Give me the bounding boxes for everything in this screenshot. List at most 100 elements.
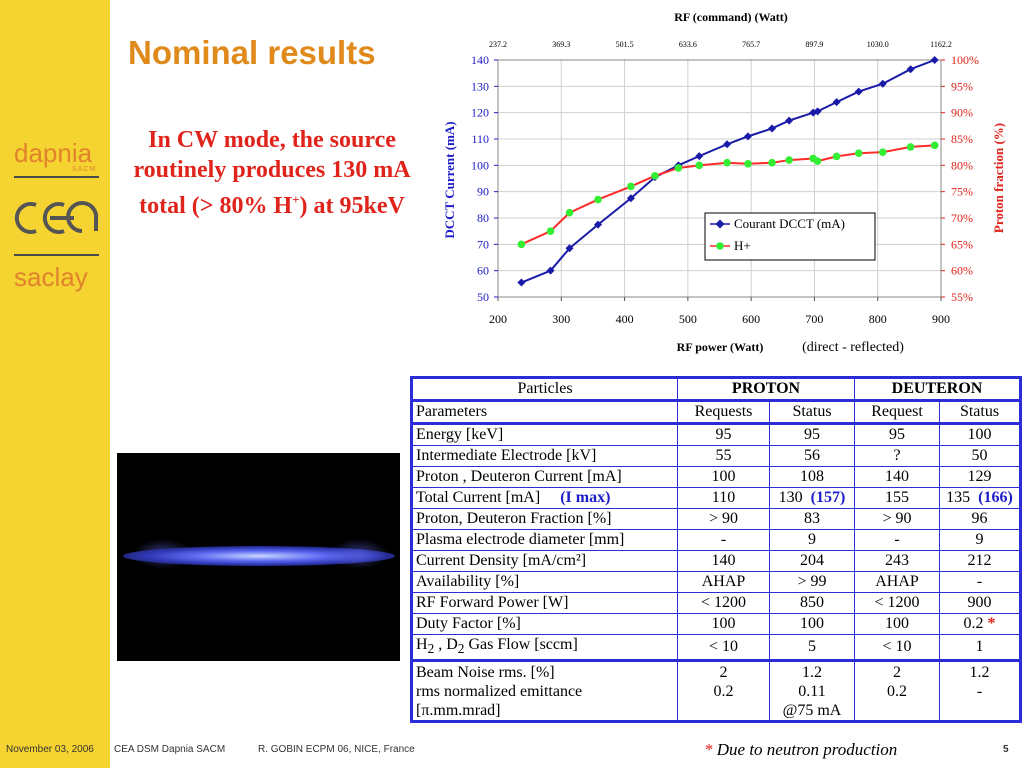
data-point-dcct [854, 87, 863, 96]
top-tick-label: 765.7 [742, 40, 760, 49]
data-point-h [832, 152, 841, 161]
cell: 1 [939, 633, 1021, 662]
data-point-h [517, 240, 526, 249]
label-part: , D [434, 636, 458, 653]
data-point-dcct [930, 56, 939, 64]
row-label: Intermediate Electrode [kV] [411, 445, 678, 467]
label-part: H [416, 636, 428, 653]
slide-title: Nominal results [128, 34, 376, 71]
row-label: Current Density [mA/cm²] [411, 550, 678, 572]
top-tick-label: 897.9 [805, 40, 823, 49]
y2-tick-label: 70% [951, 211, 973, 225]
data-point-dcct [593, 220, 602, 229]
cell: < 1200 [854, 592, 940, 614]
label-sub: 2 [457, 641, 465, 657]
cell-value: 0.2 [963, 615, 984, 632]
x-tick-label: 300 [552, 312, 570, 326]
y-tick-label: 50 [477, 290, 489, 304]
page-number: 5 [1003, 744, 1009, 755]
footnote: * Due to neutron production [704, 740, 897, 760]
data-point-dcct [832, 98, 841, 107]
cell: 135 (166) [939, 487, 1021, 509]
table-row: Intermediate Electrode [kV] 55 56 ? 50 [411, 445, 1021, 467]
data-point-h [627, 182, 635, 191]
y2-tick-label: 100% [951, 53, 979, 67]
cell: 5 [769, 633, 855, 662]
chart-title: RF (command) (Watt) [674, 10, 788, 24]
beam-glow [123, 546, 395, 566]
label-line: [π.mm.mrad] [416, 702, 501, 720]
data-point-h [785, 156, 793, 164]
cell: 56 [769, 445, 855, 467]
cell: 1.2 - [939, 659, 1021, 723]
logo-divider [14, 176, 99, 178]
imax-value: (166) [978, 489, 1013, 506]
deuteron-status-header: Status [939, 399, 1021, 424]
footer-author: R. GOBIN ECPM 06, NICE, France [258, 744, 415, 755]
y-tick-label: 90 [477, 185, 489, 199]
logo-divider [14, 254, 99, 256]
y2-tick-label: 75% [951, 185, 973, 199]
parameters-table: Particles PROTON DEUTERON Parameters Req… [410, 376, 1022, 724]
cell-line: 0.2 [713, 683, 734, 701]
y-tick-label: 100 [471, 158, 489, 172]
sacm-logo-text: SACM [72, 166, 97, 173]
x-tick-label: 800 [869, 312, 887, 326]
cell: 100 [854, 613, 940, 635]
deuteron-header: DEUTERON [854, 377, 1021, 401]
cell: 9 [939, 529, 1021, 551]
cell-line: 1.2 [802, 664, 822, 682]
y2-tick-label: 65% [951, 237, 973, 251]
row-label: Plasma electrode diameter [mm] [411, 529, 678, 551]
data-point-h [744, 159, 752, 168]
top-tick-label: 1162.2 [930, 40, 952, 49]
data-point-dcct [626, 194, 635, 203]
y2-tick-label: 90% [951, 106, 973, 120]
y-tick-label: 110 [471, 132, 489, 146]
cell-line: - [976, 683, 983, 701]
parameters-header: Parameters [411, 399, 678, 424]
cell: - [677, 529, 770, 551]
table-row: Proton, Deuteron Fraction [%] > 90 83 > … [411, 508, 1021, 530]
cell: 1.2 0.11 @75 mA [769, 659, 855, 723]
cell: > 90 [677, 508, 770, 530]
cell: > 99 [769, 571, 855, 593]
cell: 850 [769, 592, 855, 614]
table-row: Total Current [mA] (I max) 110 130 (157)… [411, 487, 1021, 509]
plasma-beam-photo [117, 453, 400, 661]
legend-box [704, 212, 876, 261]
legend-label-dcct: Courant DCCT (mA) [734, 216, 845, 231]
table-row: RF Forward Power [W] < 1200 850 < 1200 9… [411, 592, 1021, 614]
cell: 95 [854, 422, 940, 446]
cell: ? [854, 445, 940, 467]
y-tick-label: 70 [477, 237, 489, 251]
data-point-dcct [743, 132, 752, 141]
cell: 110 [677, 487, 770, 509]
data-point-h [651, 172, 659, 180]
data-point-h [565, 208, 574, 217]
cell: 100 [677, 466, 770, 488]
row-label: H2 , D2 Gas Flow [sccm] [411, 633, 678, 662]
cell: 212 [939, 550, 1021, 572]
y-tick-label: 140 [471, 53, 489, 67]
table-row: Duty Factor [%] 100 100 100 0.2 * [411, 613, 1021, 635]
cell: AHAP [854, 571, 940, 593]
cell: < 1200 [677, 592, 770, 614]
y2-tick-label: 85% [951, 132, 973, 146]
cell: 2 0.2 [854, 659, 940, 723]
data-point-dcct [906, 65, 915, 74]
data-point-dcct [723, 140, 732, 149]
cell-line: @75 mA [782, 702, 842, 720]
cell: 2 0.2 [677, 659, 770, 723]
label-line: Beam Noise rms. [%] [416, 664, 555, 682]
cell-line: 0.11 [798, 683, 826, 701]
data-point-dcct [768, 124, 777, 133]
table-row: Energy [keV] 95 95 95 100 [411, 422, 1021, 446]
cell: > 90 [854, 508, 940, 530]
cell-value: 135 [946, 489, 971, 506]
table-row-multi: Beam Noise rms. [%] rms normalized emitt… [411, 659, 1021, 723]
row-label: Beam Noise rms. [%] rms normalized emitt… [411, 659, 678, 723]
table-header-row: Particles PROTON DEUTERON [411, 377, 1021, 401]
sidebar-band: dapnia SACM saclay [0, 0, 110, 768]
cell: 100 [769, 613, 855, 635]
